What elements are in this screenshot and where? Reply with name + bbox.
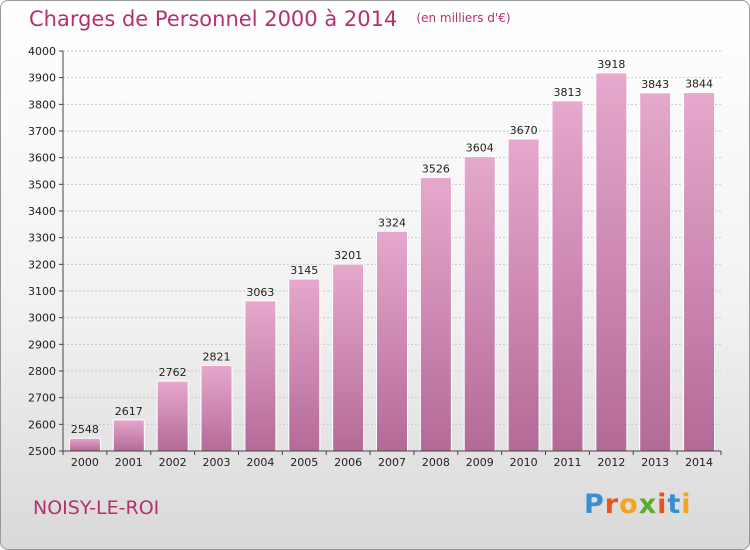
data-label: 3604 xyxy=(466,142,494,155)
x-tick-label: 2000 xyxy=(71,456,99,469)
logo-letter: t xyxy=(667,489,682,520)
data-label: 3843 xyxy=(641,78,669,91)
x-tick-label: 2008 xyxy=(422,456,450,469)
bar xyxy=(68,437,101,452)
bar xyxy=(507,138,540,452)
x-tick-label: 2003 xyxy=(203,456,231,469)
bar xyxy=(639,92,672,452)
y-tick-label: 3300 xyxy=(28,232,56,245)
bar xyxy=(551,100,584,452)
y-tick-label: 3100 xyxy=(28,285,56,298)
logo-letter: i xyxy=(681,489,692,520)
y-tick-label: 2900 xyxy=(28,338,56,351)
y-tick-label: 3700 xyxy=(28,125,56,138)
axes xyxy=(59,50,722,455)
x-tick-label: 2013 xyxy=(641,456,669,469)
bar xyxy=(112,419,145,452)
x-tick-label: 2006 xyxy=(334,456,362,469)
bar xyxy=(463,156,496,452)
bar xyxy=(595,72,628,452)
data-label: 3201 xyxy=(334,249,362,262)
y-tick-label: 3500 xyxy=(28,178,56,191)
y-tick-label: 3400 xyxy=(28,205,56,218)
bar xyxy=(376,230,408,452)
commune-name: NOISY-LE-ROI xyxy=(33,497,160,519)
data-label: 3526 xyxy=(422,162,450,175)
x-tick-label: 2004 xyxy=(246,456,274,469)
logo-letter: x xyxy=(638,489,658,520)
data-label: 2762 xyxy=(159,366,187,379)
logo-letter: P xyxy=(584,489,605,520)
data-label: 2617 xyxy=(115,405,143,418)
bars xyxy=(68,72,716,452)
bar xyxy=(288,278,321,452)
bar xyxy=(683,92,716,452)
data-label: 3324 xyxy=(378,216,406,229)
y-tick-label: 3800 xyxy=(28,98,56,111)
x-tick-label: 2001 xyxy=(115,456,143,469)
bar xyxy=(419,176,452,452)
y-tick-label: 2600 xyxy=(28,418,56,431)
x-tick-label: 2007 xyxy=(378,456,406,469)
data-label: 3063 xyxy=(246,286,274,299)
y-tick-label: 4000 xyxy=(28,45,56,58)
chart-subtitle: (en milliers d'€) xyxy=(416,11,511,25)
y-tick-label: 3600 xyxy=(28,152,56,165)
y-tick-label: 2700 xyxy=(28,392,56,405)
bar xyxy=(156,380,189,452)
data-label: 3844 xyxy=(685,78,713,91)
y-tick-label: 3200 xyxy=(28,258,56,271)
x-tick-label: 2011 xyxy=(553,456,581,469)
y-tick-label: 2800 xyxy=(28,365,56,378)
x-tick-label: 2002 xyxy=(159,456,187,469)
data-label: 3145 xyxy=(290,264,318,277)
bar xyxy=(200,364,233,452)
proxiti-logo: Proxiti xyxy=(584,489,692,520)
x-tick-label: 2009 xyxy=(466,456,494,469)
data-label: 3813 xyxy=(553,86,581,99)
logo-letter: o xyxy=(619,489,639,520)
bar xyxy=(244,300,277,452)
data-label: 3670 xyxy=(510,124,538,137)
x-tick-label: 2005 xyxy=(290,456,318,469)
y-tick-label: 2500 xyxy=(28,445,56,458)
data-label: 2821 xyxy=(203,350,231,363)
logo-letter: r xyxy=(604,489,620,520)
x-tick-label: 2014 xyxy=(685,456,713,469)
title-row: Charges de Personnel 2000 à 2014 (en mil… xyxy=(29,7,511,31)
x-tick-label: 2012 xyxy=(597,456,625,469)
labels: 2500 2600 2700 2800 2900 3000 3100 3200 3300 3400… xyxy=(28,45,713,469)
y-tick-label: 3000 xyxy=(28,312,56,325)
x-tick-label: 2010 xyxy=(510,456,538,469)
data-label: 3918 xyxy=(597,58,625,71)
data-label: 2548 xyxy=(71,423,99,436)
logo-letter: i xyxy=(657,489,668,520)
y-tick-label: 3900 xyxy=(28,72,56,85)
chart-title: Charges de Personnel 2000 à 2014 xyxy=(29,7,398,31)
bar xyxy=(332,263,365,452)
